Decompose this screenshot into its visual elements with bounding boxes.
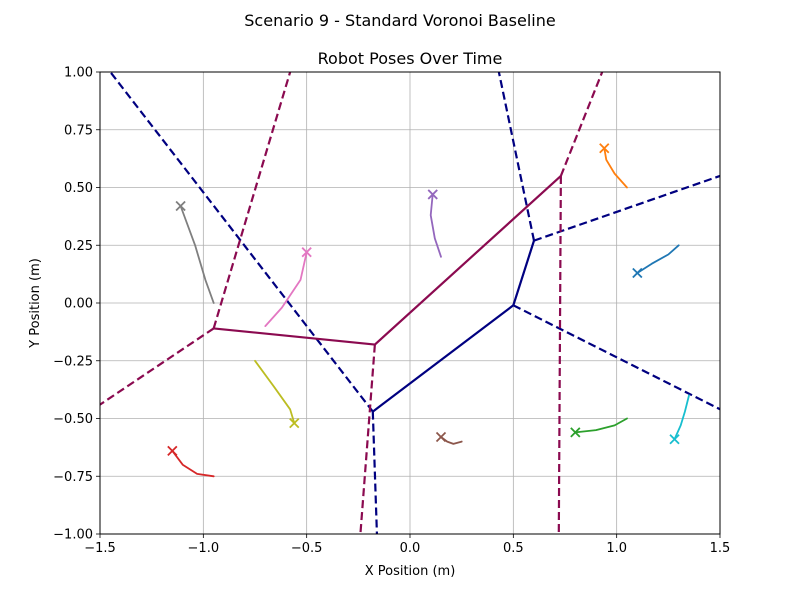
chart-suptitle: Scenario 9 - Standard Voronoi Baseline <box>244 11 555 30</box>
voronoi-dashed-edge <box>497 72 536 241</box>
voronoi-dashed-edge <box>557 175 562 534</box>
robot-pose-marker <box>167 445 178 456</box>
y-tick-label: 0.75 <box>64 123 93 138</box>
robot-trajectory <box>429 193 442 258</box>
x-tick-label: −0.5 <box>291 541 323 556</box>
voronoi-dashed-edge <box>100 327 215 406</box>
x-tick-label: 0.0 <box>400 541 421 556</box>
robot-pose-marker <box>289 417 300 429</box>
y-tick-label: 0.25 <box>64 239 93 254</box>
x-axis-label: X Position (m) <box>365 564 456 579</box>
x-tick-label: 1.5 <box>710 541 731 556</box>
robot-trajectory <box>636 244 680 274</box>
x-tick-label: −1.5 <box>84 541 116 556</box>
voronoi-dashed-edge <box>559 72 604 177</box>
robot-pose-marker <box>175 200 186 212</box>
y-axis-label: Y Position (m) <box>28 258 43 349</box>
robot-trajectory <box>264 251 308 328</box>
y-tick-label: −1.00 <box>53 528 93 543</box>
robot-trajectory <box>171 449 215 478</box>
robot-pose-marker <box>599 143 610 154</box>
robot-trajectory <box>673 394 690 441</box>
y-tick-label: 0.00 <box>64 297 93 312</box>
robot-pose-marker <box>427 189 438 200</box>
robot-trajectory <box>254 359 296 425</box>
y-tick-label: −0.25 <box>53 354 93 369</box>
robot-trajectory <box>574 417 628 434</box>
robot-pose-marker <box>435 431 447 443</box>
chart-title: Robot Poses Over Time <box>318 49 503 68</box>
voronoi-dashed-edge <box>359 344 376 534</box>
voronoi-solid-edge <box>372 304 514 413</box>
voronoi-dashed-edge <box>212 72 292 329</box>
y-tick-label: −0.50 <box>53 412 93 427</box>
grid-layer <box>99 71 721 535</box>
voronoi-solid-edge <box>374 175 562 346</box>
x-tick-label: 0.5 <box>503 541 524 556</box>
voronoi-solid-edge <box>213 327 375 346</box>
tick-layer: −1.5 −1.0 −0.5 0.0 0.5 1.0 1.5 −1.00 −0.75 −0.50 −… <box>53 66 730 557</box>
voronoi-dashed-edge <box>533 174 720 242</box>
robot-pose-marker <box>570 427 581 438</box>
robot-pose-marker <box>632 267 643 279</box>
robot-path-layer <box>167 143 690 478</box>
robot-pose-marker <box>669 434 680 445</box>
x-tick-label: 1.0 <box>606 541 627 556</box>
voronoi-dashed-edge <box>371 411 379 534</box>
y-tick-label: 1.00 <box>64 66 93 81</box>
y-tick-label: −0.75 <box>53 470 93 485</box>
voronoi-solid-edge <box>512 240 536 306</box>
robot-trajectory <box>179 205 215 304</box>
voronoi-layer <box>100 72 720 534</box>
x-tick-label: −1.0 <box>188 541 220 556</box>
robot-pose-marker <box>301 247 312 258</box>
robot-trajectory <box>603 147 628 189</box>
y-tick-label: 0.50 <box>64 181 93 196</box>
voronoi-dashed-edge <box>512 304 720 411</box>
